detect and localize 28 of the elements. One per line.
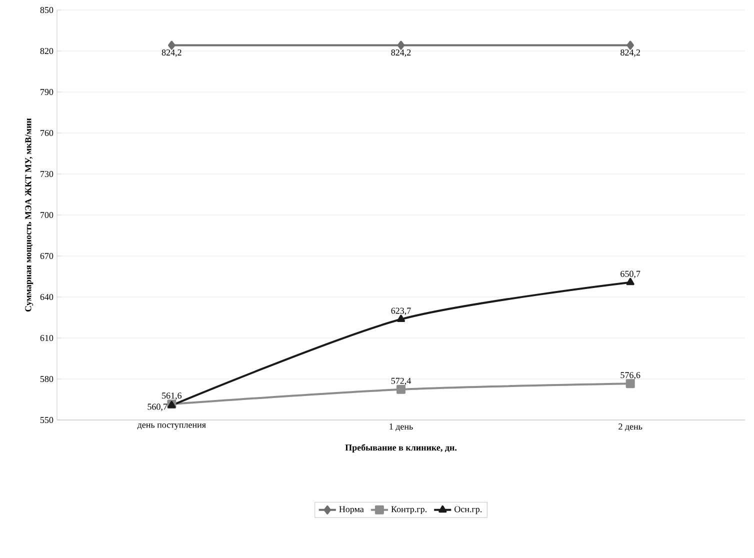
y-tick-label: 790 [40, 88, 54, 96]
y-tick-label: 700 [40, 212, 54, 218]
data-label: 824,2 [162, 49, 182, 57]
y-tick-label: 760 [40, 130, 54, 136]
data-label: 561,6 [162, 392, 182, 400]
data-label: 576,6 [620, 372, 640, 380]
legend-label: Норма [339, 506, 364, 514]
x-axis-title: Пребывание в клинике, дн. [345, 444, 457, 452]
y-tick-label: 730 [40, 170, 54, 178]
y-tick-label: 610 [40, 334, 54, 342]
y-tick-label: 670 [40, 252, 54, 260]
y-tick-label: 580 [40, 376, 54, 382]
data-label: 623,7 [391, 308, 411, 316]
data-label: 572,4 [391, 378, 411, 386]
y-tick-label: 640 [40, 294, 54, 300]
x-tick-label: 2 день [618, 424, 642, 432]
legend-label: Осн.гр. [454, 506, 482, 514]
data-label: 650,7 [620, 270, 640, 278]
data-label: 560,7 [148, 404, 168, 412]
data-label: 824,2 [620, 49, 640, 57]
y-tick-label: 820 [40, 48, 54, 54]
x-tick-label: день поступления [137, 424, 206, 430]
x-tick-label: 1 день [390, 424, 413, 432]
y-tick-label: 550 [40, 416, 54, 424]
legend-label: Контр.гр. [391, 506, 426, 514]
y-tick-label: 850 [40, 6, 54, 14]
data-label: 824,2 [391, 49, 411, 57]
y-axis-title: Суммарная мощность МЭА ЖКТ МУ, мкВ/мин [25, 118, 34, 312]
